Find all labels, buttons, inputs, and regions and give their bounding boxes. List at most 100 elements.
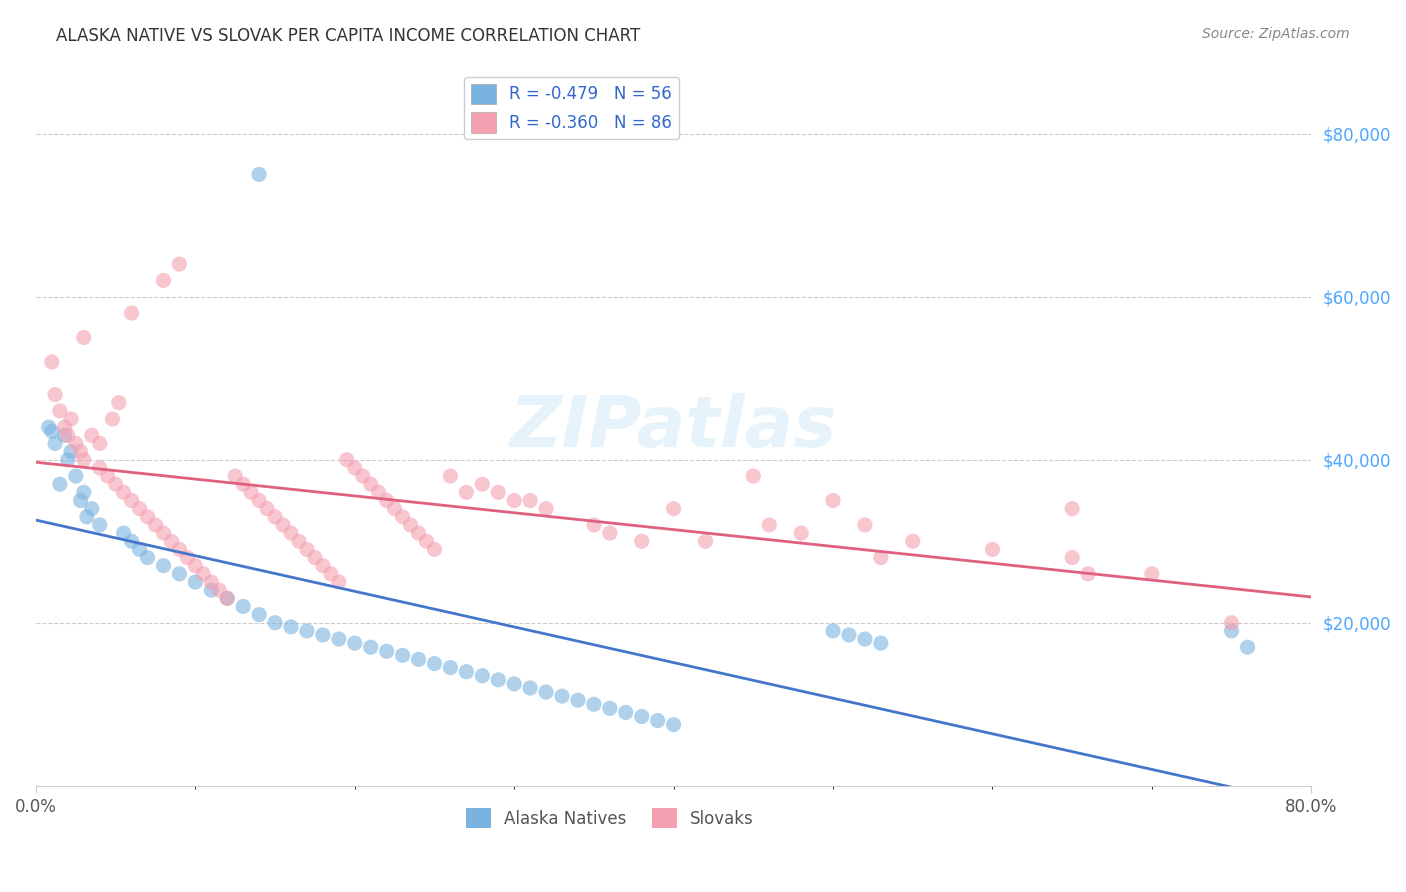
- Point: [439, 469, 461, 483]
- Point: [415, 534, 437, 549]
- Point: [56, 428, 79, 442]
- Point: [152, 526, 174, 541]
- Point: [486, 485, 509, 500]
- Point: [336, 452, 359, 467]
- Point: [486, 673, 509, 687]
- Point: [89, 436, 111, 450]
- Point: [44, 436, 66, 450]
- Point: [758, 518, 780, 533]
- Point: [375, 493, 398, 508]
- Point: [121, 306, 143, 320]
- Legend: Alaska Natives, Slovaks: Alaska Natives, Slovaks: [460, 801, 761, 835]
- Point: [838, 628, 860, 642]
- Point: [224, 469, 246, 483]
- Point: [184, 574, 207, 589]
- Point: [790, 526, 813, 541]
- Point: [60, 444, 83, 458]
- Point: [169, 566, 191, 581]
- Point: [399, 518, 422, 533]
- Point: [1062, 501, 1084, 516]
- Point: [200, 583, 222, 598]
- Text: ALASKA NATIVE VS SLOVAK PER CAPITA INCOME CORRELATION CHART: ALASKA NATIVE VS SLOVAK PER CAPITA INCOM…: [56, 27, 641, 45]
- Point: [853, 632, 876, 646]
- Point: [104, 477, 127, 491]
- Point: [456, 485, 478, 500]
- Point: [160, 534, 183, 549]
- Point: [742, 469, 765, 483]
- Point: [73, 330, 96, 344]
- Point: [232, 477, 254, 491]
- Point: [343, 636, 366, 650]
- Point: [247, 168, 270, 182]
- Point: [53, 420, 76, 434]
- Point: [408, 652, 430, 666]
- Point: [89, 518, 111, 533]
- Point: [567, 693, 589, 707]
- Point: [264, 509, 287, 524]
- Point: [503, 493, 526, 508]
- Point: [80, 428, 103, 442]
- Point: [869, 550, 891, 565]
- Point: [152, 558, 174, 573]
- Point: [184, 558, 207, 573]
- Point: [121, 534, 143, 549]
- Point: [217, 591, 239, 606]
- Point: [80, 501, 103, 516]
- Point: [614, 706, 637, 720]
- Point: [456, 665, 478, 679]
- Point: [49, 477, 72, 491]
- Point: [295, 542, 318, 557]
- Point: [65, 469, 87, 483]
- Point: [112, 485, 135, 500]
- Point: [599, 701, 621, 715]
- Point: [69, 444, 91, 458]
- Point: [630, 709, 652, 723]
- Point: [217, 591, 239, 606]
- Point: [136, 509, 159, 524]
- Point: [695, 534, 717, 549]
- Point: [208, 583, 231, 598]
- Point: [240, 485, 263, 500]
- Point: [360, 640, 382, 655]
- Point: [534, 685, 557, 699]
- Point: [367, 485, 389, 500]
- Point: [49, 404, 72, 418]
- Point: [662, 717, 685, 731]
- Point: [128, 542, 150, 557]
- Point: [295, 624, 318, 638]
- Point: [108, 395, 131, 409]
- Point: [360, 477, 382, 491]
- Point: [343, 461, 366, 475]
- Point: [145, 518, 167, 533]
- Point: [391, 648, 413, 663]
- Point: [630, 534, 652, 549]
- Point: [288, 534, 311, 549]
- Point: [853, 518, 876, 533]
- Point: [73, 452, 96, 467]
- Point: [169, 542, 191, 557]
- Point: [582, 698, 605, 712]
- Point: [121, 493, 143, 508]
- Point: [471, 477, 494, 491]
- Point: [519, 493, 541, 508]
- Point: [256, 501, 278, 516]
- Point: [384, 501, 406, 516]
- Point: [503, 677, 526, 691]
- Point: [271, 518, 294, 533]
- Point: [439, 660, 461, 674]
- Point: [869, 636, 891, 650]
- Point: [391, 509, 413, 524]
- Point: [312, 558, 335, 573]
- Point: [981, 542, 1004, 557]
- Point: [328, 574, 350, 589]
- Point: [69, 493, 91, 508]
- Point: [247, 493, 270, 508]
- Point: [1140, 566, 1163, 581]
- Point: [901, 534, 924, 549]
- Point: [662, 501, 685, 516]
- Point: [471, 669, 494, 683]
- Point: [328, 632, 350, 646]
- Point: [232, 599, 254, 614]
- Point: [319, 566, 342, 581]
- Point: [56, 452, 79, 467]
